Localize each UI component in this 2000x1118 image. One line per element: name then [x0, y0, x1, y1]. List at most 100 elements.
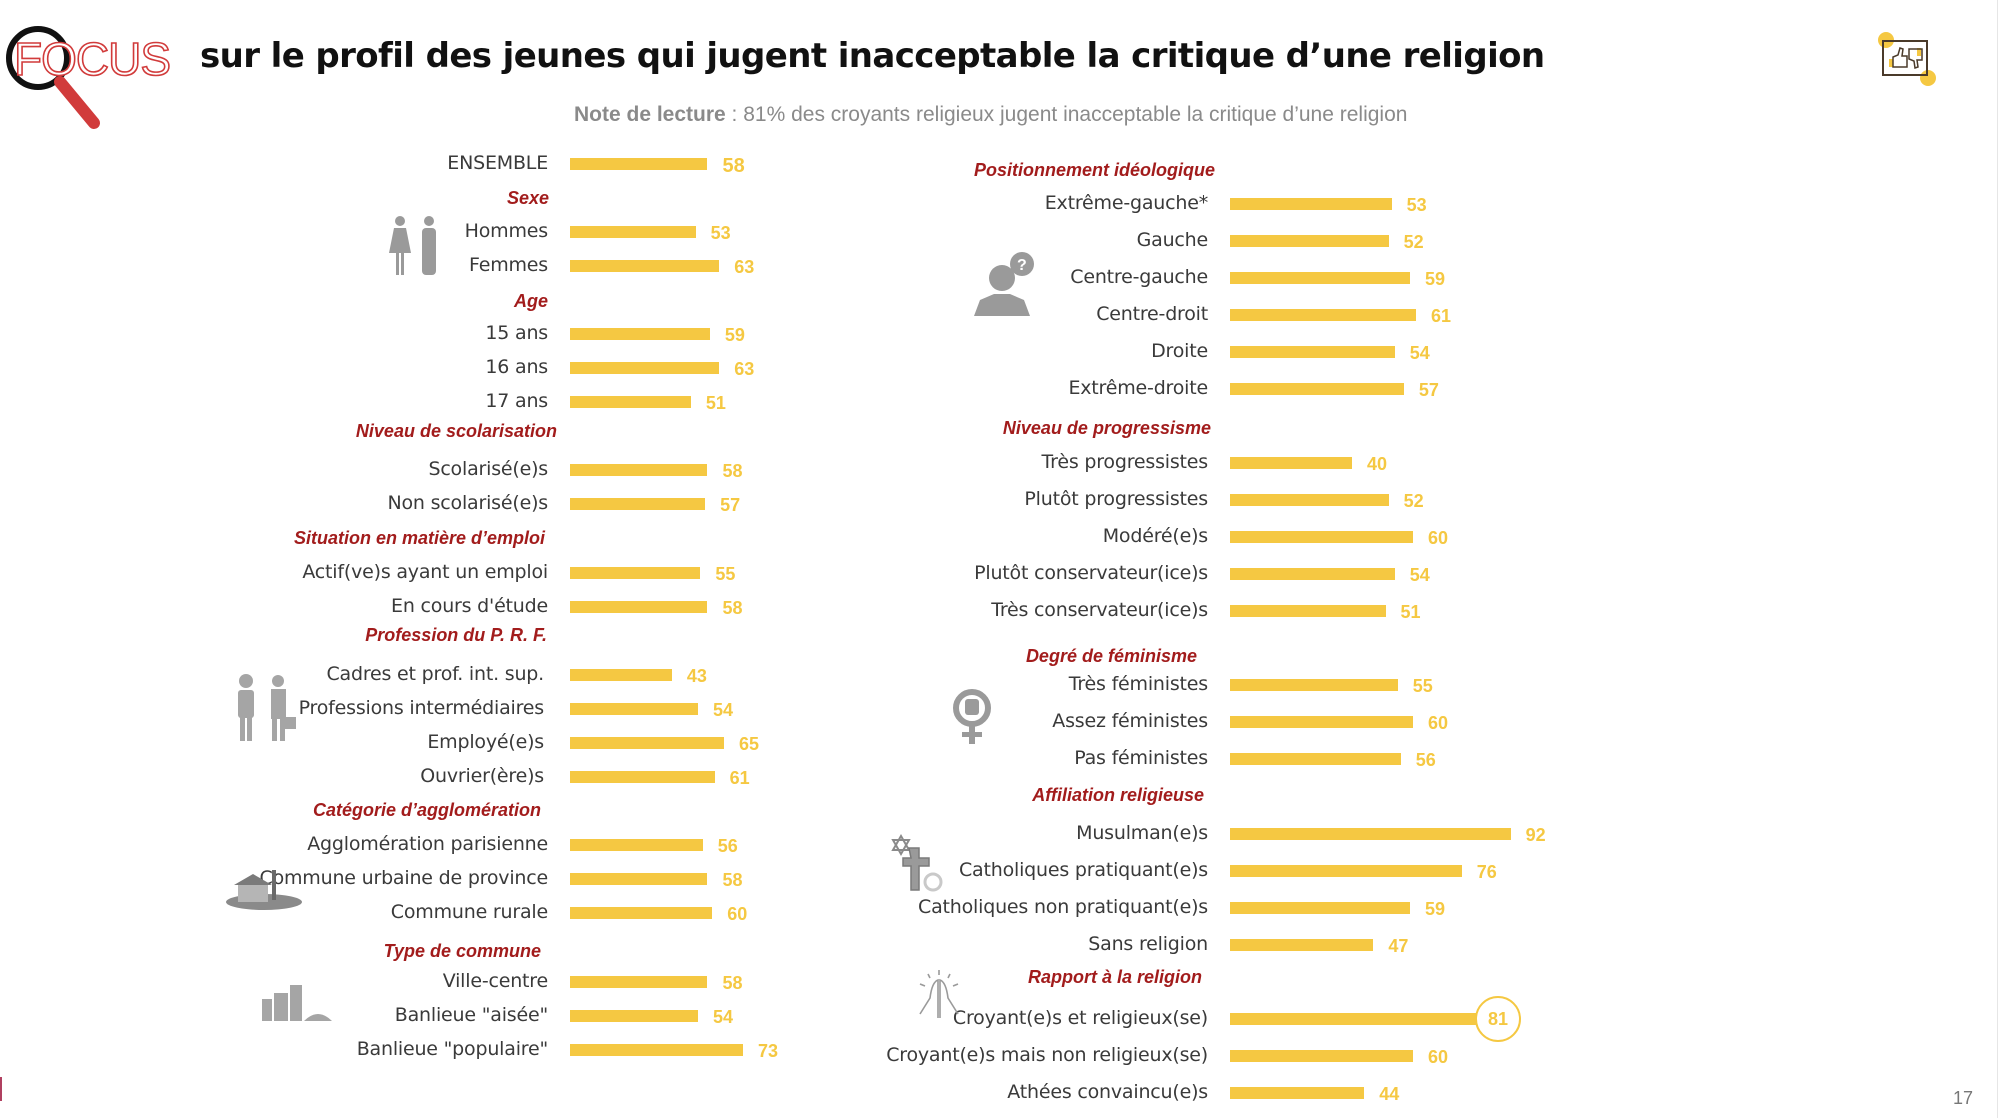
category-label: Droite: [1151, 340, 1208, 362]
category-label: 16 ans: [485, 356, 548, 378]
value-label: 55: [1412, 676, 1433, 696]
workers-icon: [238, 674, 296, 741]
value-label: 73: [758, 1041, 779, 1061]
bar: [570, 669, 672, 681]
category-label: Commune urbaine de province: [259, 867, 549, 889]
category-label: ENSEMBLE: [447, 152, 548, 174]
value-label: 51: [705, 393, 726, 413]
man-woman-icon: [389, 216, 436, 275]
value-label: 58: [722, 598, 743, 618]
feminist-fist-icon: [953, 689, 991, 744]
section-title: Age: [513, 291, 548, 311]
rural-house-icon: [226, 870, 302, 910]
bar: [570, 567, 701, 579]
section-title: Situation en matière d’emploi: [293, 528, 545, 548]
bar: [1230, 679, 1398, 691]
section-title: Degré de féminisme: [1025, 646, 1197, 666]
value-label: 59: [724, 325, 745, 345]
category-label: Employé(e)s: [427, 731, 544, 753]
category-label: Banlieue "populaire": [356, 1038, 548, 1060]
category-label: Hommes: [464, 220, 549, 242]
bar: [1230, 309, 1417, 321]
bar: [570, 260, 720, 272]
category-label: Centre-droit: [1096, 303, 1208, 325]
bar: [1230, 198, 1392, 210]
value-label: 52: [1403, 491, 1424, 511]
category-label: Commune rurale: [390, 901, 548, 923]
magnifier-icon: [6, 26, 100, 129]
category-label: Extrême-gauche*: [1044, 192, 1208, 214]
value-label: 47: [1388, 936, 1409, 956]
value-label: 63: [734, 257, 755, 277]
value-label: 58: [722, 973, 743, 993]
section-title: Affiliation religieuse: [1032, 785, 1204, 805]
reading-note-label: Note de lecture: [574, 103, 726, 126]
value-label: 52: [1403, 232, 1424, 252]
bar: [1230, 383, 1404, 395]
value-label: 57: [720, 495, 741, 515]
value-label: 63: [734, 359, 755, 379]
value-label: 44: [1379, 1084, 1400, 1104]
category-label: Très conservateur(ice)s: [991, 599, 1208, 621]
category-label: Assez féministes: [1052, 710, 1208, 732]
category-label: Catholiques pratiquant(e)s: [958, 859, 1208, 881]
value-label: 51: [1400, 602, 1421, 622]
category-label: Très féministes: [1068, 673, 1208, 695]
bar: [1230, 568, 1395, 580]
category-label: Sans religion: [1088, 933, 1208, 955]
bar: [1230, 235, 1389, 247]
value-label: 60: [1428, 713, 1449, 733]
section-title: Sexe: [506, 188, 549, 208]
value-label: 53: [710, 223, 731, 243]
religion-symbols-icon: [891, 834, 943, 892]
value-label: 54: [1409, 343, 1430, 363]
focus-logo: FOCUS: [6, 26, 172, 129]
category-label: Croyant(e)s mais non religieux(se): [886, 1044, 1208, 1066]
bar: [570, 328, 710, 340]
bar: [1230, 753, 1401, 765]
bar: [1230, 1087, 1365, 1099]
section-title: Type de commune: [383, 941, 541, 961]
bar: [1230, 494, 1389, 506]
value-label: 43: [686, 666, 707, 686]
value-label: 54: [712, 700, 733, 720]
category-label: Plutôt conservateur(ice)s: [974, 562, 1208, 584]
category-label: 17 ans: [485, 390, 548, 412]
value-label: 61: [729, 768, 750, 788]
section-title: Profession du P. R. F.: [365, 625, 547, 645]
category-label: 15 ans: [485, 322, 548, 344]
person-question-icon: ?: [974, 252, 1034, 316]
value-label: 60: [1428, 1047, 1449, 1067]
slide-border: [1997, 0, 1998, 1118]
category-label: Athées convaincu(e)s: [1007, 1081, 1208, 1103]
value-label: 57: [1418, 380, 1439, 400]
section-title: Catégorie d’agglomération: [312, 800, 541, 820]
bar: [1230, 828, 1511, 840]
category-label: Centre-gauche: [1070, 266, 1208, 288]
bar: [570, 771, 715, 783]
bar: [1230, 902, 1410, 914]
value-label: 60: [727, 904, 748, 924]
bar: [1230, 531, 1413, 543]
bar: [570, 396, 691, 408]
city-buildings-icon: [262, 985, 332, 1021]
edge-mark: [0, 1077, 2, 1101]
category-label: Musulman(e)s: [1076, 822, 1208, 844]
category-label: Actif(ve)s ayant un emploi: [302, 561, 548, 583]
value-label: 55: [715, 564, 736, 584]
bar: [570, 839, 703, 851]
bar: [570, 907, 713, 919]
svg-text:?: ?: [1017, 257, 1027, 274]
category-label: Extrême-droite: [1068, 377, 1208, 399]
bar: [1230, 272, 1410, 284]
reading-note-text: : 81% des croyants religieux jugent inac…: [725, 103, 1408, 126]
value-label: 56: [1415, 750, 1436, 770]
praying-hands-icon: [919, 970, 959, 1018]
value-label: 58: [722, 461, 743, 481]
bar: [1230, 457, 1352, 469]
category-label: Femmes: [469, 254, 548, 276]
category-label: Catholiques non pratiquant(e)s: [918, 896, 1208, 918]
category-label: Modéré(e)s: [1102, 525, 1208, 547]
bar: [570, 226, 696, 238]
bar: [570, 737, 725, 749]
